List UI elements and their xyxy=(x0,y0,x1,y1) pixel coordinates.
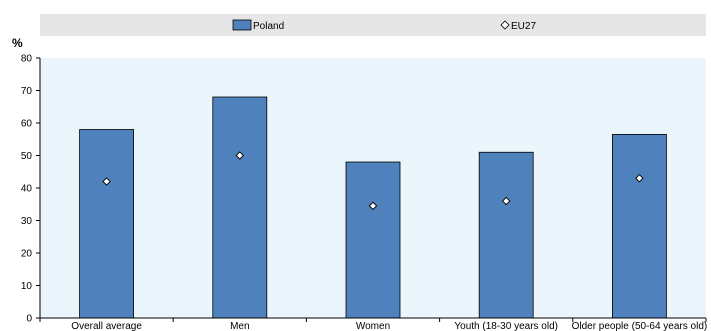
y-tick-label-2: 20 xyxy=(21,249,33,260)
markers-group xyxy=(102,151,644,211)
legend-background xyxy=(40,14,706,36)
legend-label-poland: Poland xyxy=(253,21,284,32)
x-category-label-0: Overall average xyxy=(71,321,142,331)
marker-eu27-0 xyxy=(102,177,111,186)
x-category-label-3: Youth (18-30 years old) xyxy=(454,321,558,331)
marker-eu27-3 xyxy=(501,196,511,206)
x-category-label-2: Women xyxy=(356,321,390,331)
y-tick-label-1: 10 xyxy=(21,281,33,292)
legend-label-eu27: EU27 xyxy=(511,21,536,32)
bar-poland-3 xyxy=(478,151,534,319)
bar-poland-4 xyxy=(612,133,667,319)
bar-poland-0 xyxy=(79,129,134,319)
y-axis-unit-label: % xyxy=(12,36,23,50)
y-tick-label-5: 50 xyxy=(21,151,33,162)
y-tick-label-6: 60 xyxy=(21,119,33,130)
y-tick-label-8: 80 xyxy=(21,54,33,65)
x-axis: Overall average Men Women Youth (18-30 year… xyxy=(39,317,708,331)
bar-poland-2 xyxy=(345,161,401,319)
x-category-label-1: Men xyxy=(230,321,249,331)
y-tick-label-3: 30 xyxy=(21,216,33,227)
x-category-label-4: Older people (50-64 years old) xyxy=(572,321,708,331)
legend-marker-eu27 xyxy=(500,20,510,30)
y-axis: 0 10 20 30 40 50 60 70 80 xyxy=(21,54,41,325)
y-tick-label-0: 0 xyxy=(26,314,32,325)
marker-eu27-4 xyxy=(635,174,644,183)
legend: Poland EU27 xyxy=(40,14,706,36)
y-tick-label-7: 70 xyxy=(21,86,33,97)
legend-swatch-poland xyxy=(232,19,252,31)
y-tick-label-4: 40 xyxy=(21,184,33,195)
marker-eu27-1 xyxy=(235,151,245,160)
marker-eu27-2 xyxy=(368,201,378,211)
bar-poland-1 xyxy=(212,96,268,319)
